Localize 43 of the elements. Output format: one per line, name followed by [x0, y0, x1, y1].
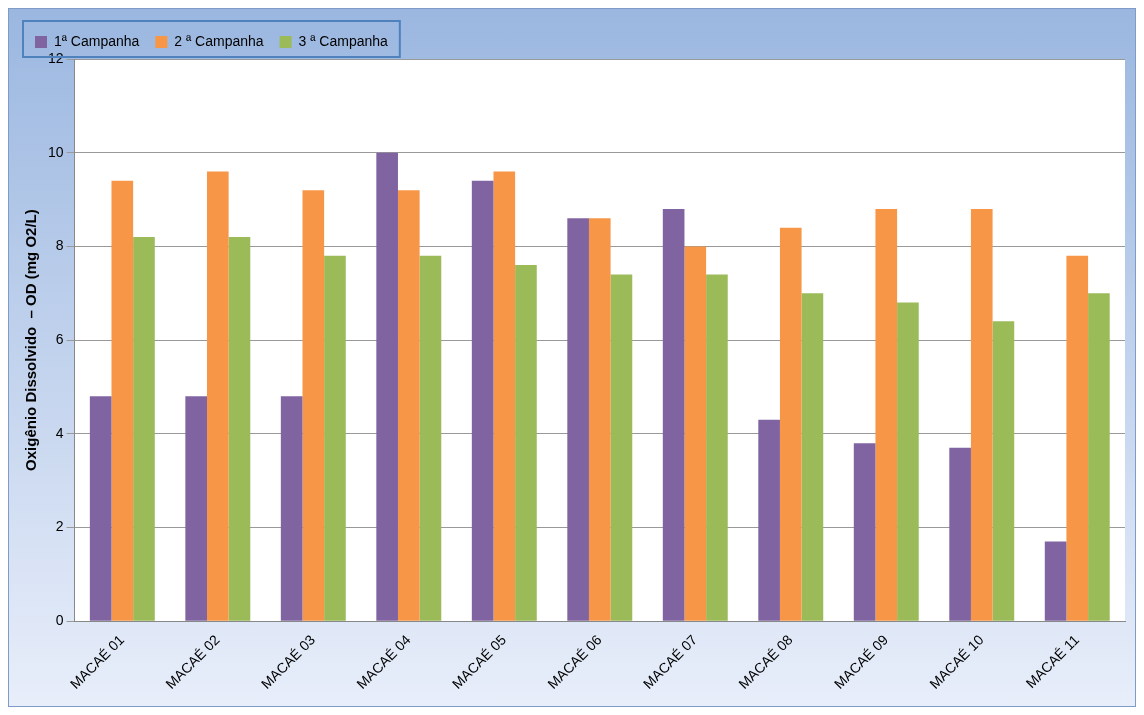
bar — [1066, 255, 1089, 621]
bar — [588, 218, 611, 621]
y-axis-title: Oxigênio Dissolvido – OD (mg O2/L) — [22, 209, 40, 471]
bar — [1044, 541, 1067, 621]
bar — [493, 171, 516, 621]
bar — [228, 237, 251, 621]
bar — [111, 180, 134, 621]
bar — [567, 218, 589, 621]
bar — [992, 321, 1015, 621]
bar — [419, 255, 442, 621]
bar — [515, 265, 537, 621]
legend-label: 3 ª Campanha — [298, 32, 389, 49]
bar — [662, 208, 685, 621]
bar — [610, 274, 633, 621]
bar — [280, 396, 303, 621]
y-tick-label: 0 — [55, 612, 64, 629]
y-tick-label: 4 — [55, 424, 64, 441]
bar — [397, 190, 420, 621]
bar — [471, 180, 494, 621]
y-tick-label: 2 — [55, 518, 64, 535]
bar — [706, 274, 728, 621]
y-tick-label: 6 — [55, 330, 64, 347]
bar — [185, 396, 207, 621]
bar — [324, 255, 346, 621]
legend-label: 2 ª Campanha — [174, 32, 264, 49]
bar — [302, 190, 325, 621]
y-tick-label: 8 — [55, 237, 64, 254]
bar — [206, 171, 229, 621]
bar — [949, 447, 971, 621]
bar — [853, 443, 876, 621]
bar — [684, 246, 707, 621]
bar — [801, 293, 824, 621]
bar — [89, 396, 112, 621]
y-tick-label: 10 — [47, 143, 64, 160]
legend-label: 1ª Campanha — [54, 32, 140, 49]
bar — [970, 208, 993, 621]
bar — [1088, 293, 1110, 621]
bar — [875, 208, 898, 621]
bar — [779, 227, 802, 621]
bar — [133, 237, 155, 621]
bar — [758, 419, 780, 621]
bar — [376, 152, 398, 621]
bar — [897, 302, 919, 621]
